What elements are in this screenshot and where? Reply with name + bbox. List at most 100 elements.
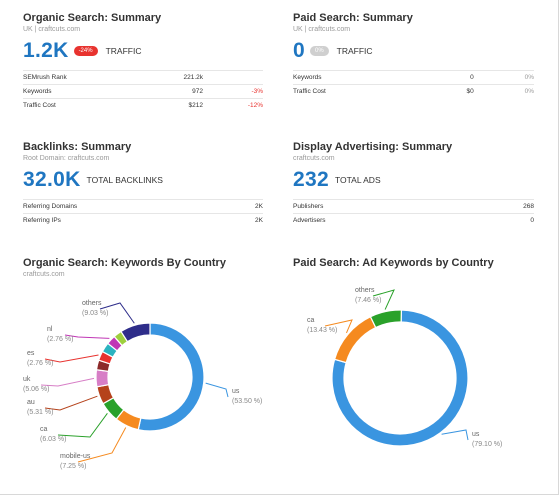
slice-percent-label: (2.76 %) (27, 360, 53, 367)
label-connector (57, 413, 108, 438)
paid-by-country-header: Paid Search: Ad Keywords by Country (293, 257, 543, 269)
donut-slice-others[interactable] (369, 309, 402, 329)
display-ads-subtitle: craftcuts.com (293, 155, 335, 162)
organic-summary-subtitle: UK | craftcuts.com (23, 26, 81, 33)
slice-label: es (27, 350, 35, 357)
slice-percent-label: (7.25 %) (60, 463, 86, 470)
table-row: Advertisers 0 (293, 213, 534, 227)
label-connector (205, 382, 229, 398)
organic-summary-panel: Organic Search: Summary UK | craftcuts.c… (23, 12, 263, 112)
row-label: Referring IPs (23, 213, 215, 227)
organic-traffic-change-badge: -24% (73, 46, 98, 56)
label-connector (324, 319, 353, 334)
backlinks-table: Referring Domains 2K Referring IPs 2K (23, 199, 263, 227)
row-label: Keywords (293, 70, 402, 85)
organic-by-country-header: Organic Search: Keywords By Country craf… (23, 257, 273, 278)
slice-label: ca (307, 317, 315, 324)
total-ads-value[interactable]: 232 (293, 168, 329, 191)
row-label: Referring Domains (23, 199, 215, 214)
organic-by-country-subtitle: craftcuts.com (23, 271, 65, 278)
slice-label: others (82, 300, 102, 307)
table-row: Referring Domains 2K (23, 199, 263, 214)
row-change: -3% (203, 84, 263, 99)
table-row: Referring IPs 2K (23, 213, 263, 227)
row-value[interactable]: 0 (485, 213, 534, 227)
total-backlinks-value[interactable]: 32.0K (23, 168, 81, 191)
slice-percent-label: (6.03 %) (40, 436, 66, 443)
slice-percent-label: (5.31 %) (27, 409, 53, 416)
row-change: 0% (473, 84, 534, 98)
table-row: Traffic Cost $0 0% (293, 84, 534, 98)
slice-percent-label: (9.03 %) (82, 310, 108, 317)
table-row: Keywords 972 -3% (23, 84, 263, 99)
paid-traffic-value[interactable]: 0 (293, 39, 305, 62)
label-connector (99, 302, 135, 324)
display-ads-table: Publishers 268 Advertisers 0 (293, 199, 534, 227)
row-value[interactable]: 268 (485, 199, 534, 214)
donut-slice-us[interactable] (331, 309, 469, 447)
label-connector (77, 427, 127, 463)
organic-country-donut-chart: us (53.50 %) mobile-us (7.25 %) ca (6.03 %) au… (23, 300, 262, 470)
paid-summary-table: Keywords 0 0% Traffic Cost $0 0% (293, 70, 534, 98)
slice-label: others (355, 287, 375, 294)
backlinks-panel: Backlinks: Summary Root Domain: craftcut… (23, 141, 263, 227)
row-value[interactable]: $0 (401, 84, 474, 98)
slice-percent-label: (53.50 %) (232, 398, 262, 405)
slice-percent-label: (13.43 %) (307, 327, 337, 334)
row-change: 0% (473, 70, 534, 85)
label-connector (44, 354, 99, 363)
slice-label: au (27, 399, 35, 406)
display-ads-title: Display Advertising: Summary (293, 141, 453, 153)
paid-traffic-label: TRAFFIC (336, 46, 373, 56)
paid-summary-subtitle: UK | craftcuts.com (293, 26, 351, 33)
paid-summary-title: Paid Search: Summary (293, 12, 413, 24)
donut-slice-others[interactable] (120, 322, 151, 343)
slice-label: mobile-us (60, 453, 91, 460)
table-row: Traffic Cost $212 -12% (23, 98, 263, 112)
row-label: SEMrush Rank (23, 70, 131, 85)
row-value[interactable]: 2K (215, 213, 263, 227)
slice-percent-label: (79.10 %) (472, 441, 502, 448)
label-connector (40, 377, 95, 387)
row-value[interactable]: 0 (401, 70, 474, 85)
organic-summary-title: Organic Search: Summary (23, 12, 162, 24)
label-connector (44, 395, 98, 411)
paid-by-country-title: Paid Search: Ad Keywords by Country (293, 257, 494, 269)
total-ads-label: TOTAL ADS (334, 175, 381, 185)
row-value[interactable]: $212 (131, 98, 203, 112)
display-ads-panel: Display Advertising: Summary craftcuts.c… (293, 141, 534, 227)
row-label: Publishers (293, 199, 486, 214)
backlinks-title: Backlinks: Summary (23, 141, 132, 153)
label-connector (372, 289, 395, 310)
donut-slice-us[interactable] (137, 322, 205, 432)
row-label: Advertisers (293, 213, 486, 227)
organic-traffic-value[interactable]: 1.2K (23, 39, 69, 62)
slice-label: uk (23, 376, 31, 383)
row-value[interactable]: 2K (215, 199, 263, 214)
row-label: Traffic Cost (293, 84, 402, 98)
label-connector (441, 429, 469, 441)
organic-by-country-title: Organic Search: Keywords By Country (23, 257, 226, 269)
donut-slice-uk[interactable] (95, 369, 110, 388)
slice-percent-label: (7.46 %) (355, 297, 381, 304)
row-change: -12% (203, 98, 263, 112)
slice-label: ca (40, 426, 48, 433)
paid-summary-panel: Paid Search: Summary UK | craftcuts.com … (293, 12, 534, 98)
slice-percent-label: (2.76 %) (47, 336, 73, 343)
row-label: Keywords (23, 84, 131, 99)
row-label: Traffic Cost (23, 98, 131, 112)
total-backlinks-label: TOTAL BACKLINKS (86, 175, 163, 185)
table-row: Keywords 0 0% (293, 70, 534, 85)
slice-label: us (232, 388, 240, 395)
backlinks-subtitle: Root Domain: craftcuts.com (23, 155, 110, 162)
organic-traffic-label: TRAFFIC (105, 46, 142, 56)
row-value[interactable]: 972 (131, 84, 203, 99)
organic-summary-table: SEMrush Rank 221.2k Keywords 972 -3% Tra… (23, 70, 263, 112)
donut-slice-ca[interactable] (333, 315, 377, 364)
paid-country-donut-chart: us (79.10 %) ca (13.43 %) others (7.46 %) (307, 287, 502, 448)
slice-label: nl (47, 326, 53, 333)
slice-percent-label: (5.06 %) (23, 386, 49, 393)
row-value[interactable]: 221.2k (131, 70, 203, 85)
table-row: SEMrush Rank 221.2k (23, 70, 263, 85)
slice-label: us (472, 431, 480, 438)
